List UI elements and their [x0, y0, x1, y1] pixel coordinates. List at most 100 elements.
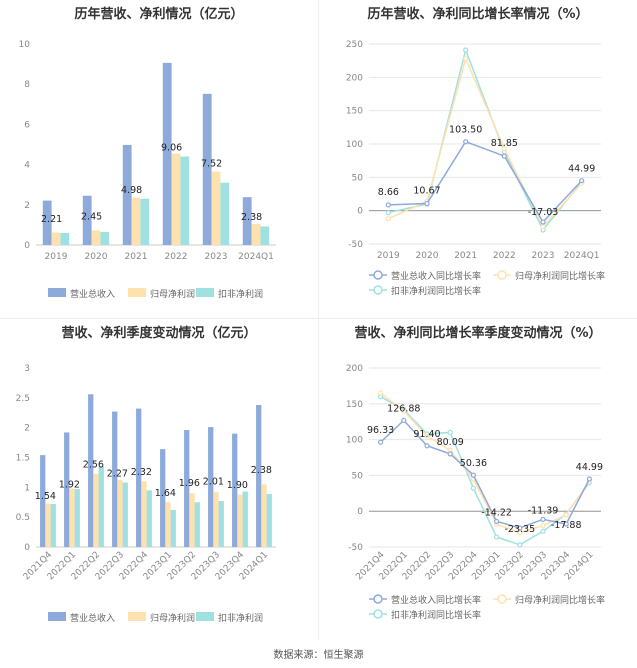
bar-revenue	[112, 411, 118, 547]
bar-data-label: 1.64	[155, 488, 176, 499]
data-point	[517, 525, 523, 531]
bar-revenue	[202, 93, 212, 246]
legend-swatch-marker	[497, 270, 507, 280]
bar-revenue	[136, 408, 142, 547]
bar-revenue	[42, 200, 52, 245]
quarterly-revenue-profit-bar-chart: 营收、净利季度变动情况（亿元）00.511.522.531.542021Q41.…	[16, 325, 276, 624]
bar-revenue	[82, 195, 92, 245]
bar-deducted-profit	[50, 504, 56, 547]
bar-net-profit	[69, 488, 75, 547]
bar-deducted-profit	[98, 466, 104, 547]
series-line-net-profit-growth	[388, 56, 583, 228]
bar-net-profit	[141, 481, 147, 547]
data-point	[517, 530, 523, 536]
data-point	[385, 210, 391, 216]
bar-net-profit	[51, 232, 61, 245]
bar-revenue	[208, 427, 214, 547]
bar-data-label: 2.32	[131, 467, 152, 478]
point-data-label: -17.03	[528, 207, 559, 218]
data-point	[447, 429, 453, 436]
y-tick-label: 2.5	[16, 394, 30, 404]
legend-label: 归母净利润	[150, 288, 195, 300]
x-tick-label: 2021	[454, 251, 477, 261]
y-tick-label: 200	[346, 364, 363, 374]
data-point	[586, 476, 592, 482]
legend-swatch	[48, 288, 66, 297]
point-data-label: -11.39	[528, 505, 559, 516]
bar-data-label: 7.52	[201, 158, 222, 169]
data-point	[401, 408, 407, 414]
point-data-label: -14.22	[481, 507, 512, 518]
legend-swatch-marker	[373, 609, 383, 619]
legend-label: 扣非净利润	[218, 612, 263, 624]
y-tick-label: 4	[24, 161, 30, 171]
y-tick-label: 200	[346, 73, 363, 83]
point-data-label: 126.88	[387, 403, 420, 414]
data-point	[377, 439, 384, 445]
y-tick-label: 150	[346, 400, 363, 410]
bar-revenue	[184, 430, 190, 547]
legend-label: 归母净利润同比增长率	[515, 594, 605, 606]
bar-data-label: 2.38	[251, 465, 272, 476]
x-tick-label: 2023	[532, 251, 555, 261]
point-data-label: -23.35	[504, 524, 535, 535]
data-point	[401, 417, 407, 423]
bar-deducted-profit	[100, 231, 110, 245]
data-point	[501, 146, 507, 152]
bar-data-label: 1.90	[227, 480, 248, 491]
bar-deducted-profit	[170, 510, 176, 547]
y-tick-label: 2	[24, 201, 30, 211]
point-data-label: 91.40	[413, 429, 440, 440]
annual-growth-rate-line-chart: 历年营收、净利同比增长率情况（%） -50 0 50 100 150 200 250 8.66 2…	[346, 6, 605, 297]
data-point	[540, 522, 546, 529]
bar-revenue	[40, 455, 46, 547]
point-data-label: 81.85	[491, 138, 518, 149]
bar-net-profit	[117, 480, 123, 547]
x-tick-label: 2019	[377, 251, 400, 261]
legend-swatch	[196, 288, 214, 297]
legend-swatch-marker	[373, 285, 383, 295]
data-point	[579, 178, 585, 184]
y-tick-label: 250	[346, 40, 363, 50]
data-source-footer: 数据来源：恒生聚源	[273, 650, 364, 661]
point-data-label: -17.88	[551, 520, 582, 531]
x-tick-label: 2022	[493, 251, 516, 261]
chart-title: 营收、净利同比增长率季度变动情况（%）	[354, 325, 601, 341]
legend-swatch-marker	[373, 594, 383, 604]
bar-data-label: 2.01	[203, 477, 224, 488]
bar-deducted-profit	[122, 482, 128, 547]
legend-label: 扣非净利润	[218, 288, 263, 300]
point-data-label: 44.99	[568, 164, 595, 175]
bar-revenue	[242, 197, 252, 245]
bar-revenue	[160, 449, 166, 547]
y-tick-label: -50	[348, 543, 363, 553]
bar-net-profit	[91, 230, 101, 245]
horizontal-divider	[0, 318, 637, 319]
bar-net-profit	[211, 171, 221, 245]
bar-net-profit	[251, 223, 261, 245]
y-tick-label: 100	[346, 140, 363, 150]
data-point	[540, 224, 546, 230]
bar-data-label: 2.56	[83, 460, 104, 471]
bar-data-label: 4.98	[121, 185, 142, 196]
bar-net-profit	[165, 502, 171, 547]
x-tick-label: 2022	[165, 252, 188, 262]
data-point	[494, 534, 500, 540]
bar-deducted-profit	[194, 502, 200, 547]
y-tick-label: 6	[24, 120, 30, 130]
y-tick-label: 0	[357, 507, 363, 517]
y-tick-label: 8	[24, 80, 30, 90]
bar-net-profit	[93, 473, 99, 547]
data-point	[463, 139, 469, 145]
bar-net-profit	[171, 153, 181, 245]
y-tick-label: 2	[24, 424, 30, 434]
series-line-deducted-profit-growth	[380, 395, 591, 546]
chart-title: 历年营收、净利情况（亿元）	[74, 6, 243, 22]
bar-revenue	[162, 62, 172, 246]
data-point	[447, 451, 453, 457]
legend-label: 营业总收入同比增长率	[391, 270, 481, 282]
data-point	[501, 153, 507, 159]
legend-label: 营业总收入	[70, 612, 115, 624]
bar-deducted-profit	[180, 156, 190, 245]
y-tick-label: 50	[352, 471, 364, 481]
